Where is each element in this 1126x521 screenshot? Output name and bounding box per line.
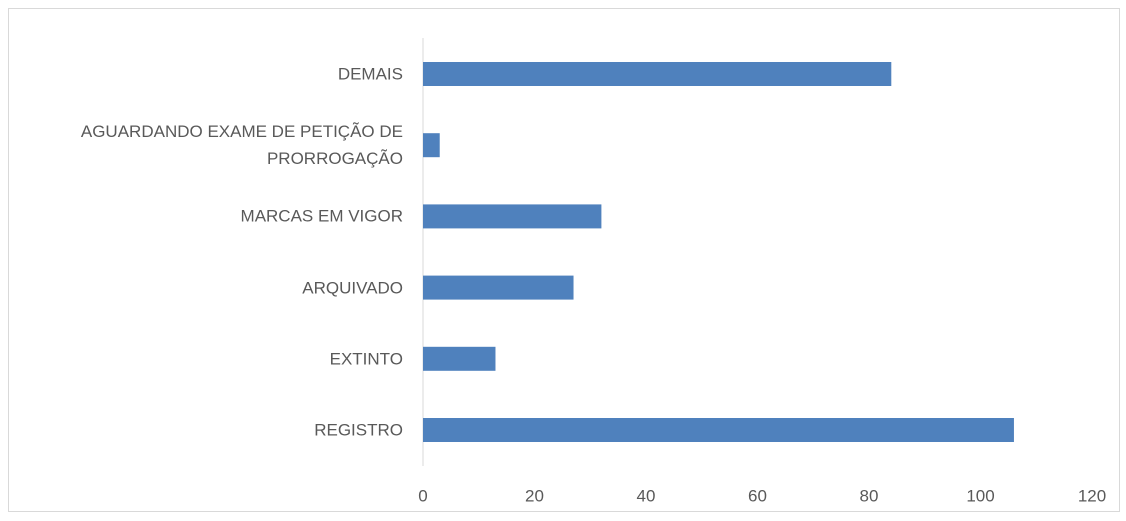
x-tick-label: 120 (1078, 486, 1106, 505)
x-tick-label: 80 (860, 486, 879, 505)
bar (423, 275, 574, 300)
x-tick-label: 40 (637, 486, 656, 505)
bar (423, 346, 496, 371)
bar (423, 62, 892, 86)
bar (423, 133, 440, 158)
y-tick-label: ARQUIVADO (302, 278, 403, 298)
y-tick-label: MARCAS EM VIGOR (240, 206, 403, 226)
y-tick-label: EXTINTO (329, 349, 403, 369)
bar (423, 418, 1014, 442)
x-tick-label: 20 (525, 486, 544, 505)
chart-border (8, 8, 1120, 512)
x-tick-label: 60 (748, 486, 767, 505)
x-tick-label: 100 (966, 486, 994, 505)
y-tick-label: REGISTRO (314, 420, 403, 440)
y-tick-label: DEMAIS (337, 64, 403, 84)
x-tick-label: 0 (418, 486, 427, 505)
bar (423, 204, 602, 229)
y-tick-label: AGUARDANDO EXAME DE PETIÇÃO DE PRORROGAÇ… (80, 122, 403, 169)
